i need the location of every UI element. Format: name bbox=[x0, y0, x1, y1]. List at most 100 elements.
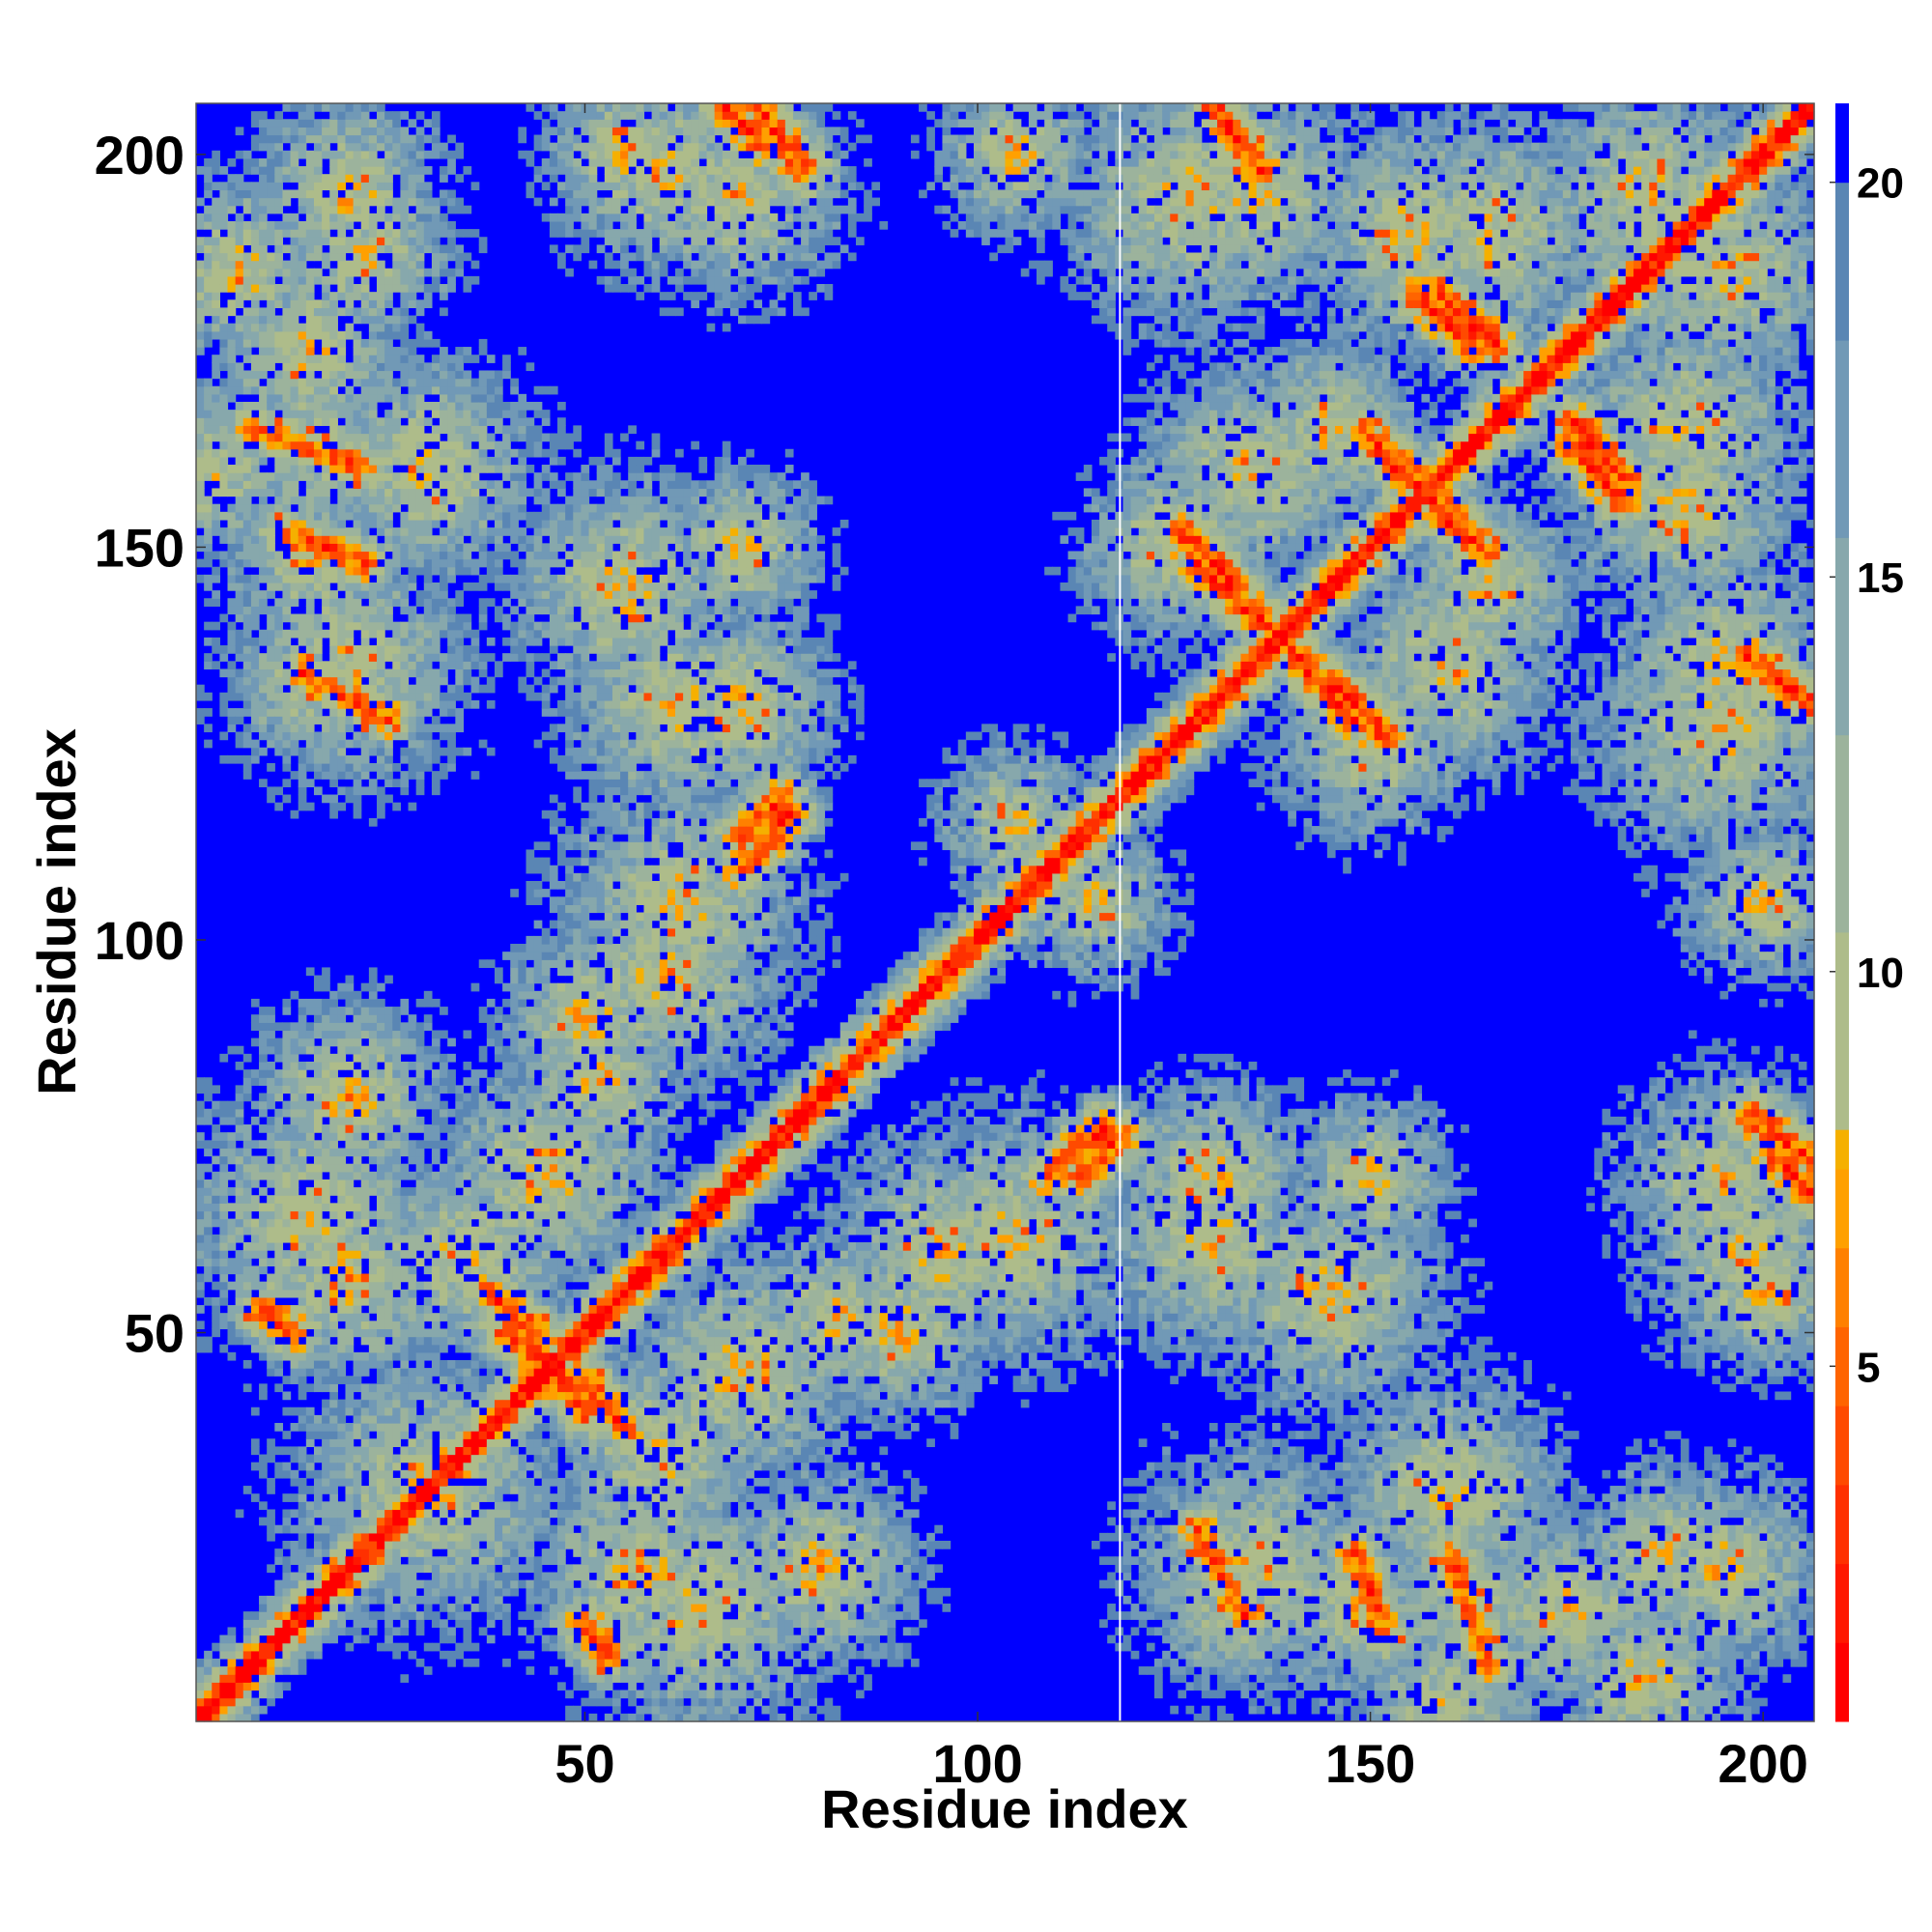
heatmap-cell bbox=[337, 1509, 347, 1519]
heatmap-cell bbox=[377, 699, 385, 709]
heatmap-cell bbox=[267, 629, 275, 639]
heatmap-cell bbox=[298, 220, 307, 230]
heatmap-cell bbox=[227, 1627, 237, 1636]
heatmap-cell bbox=[392, 330, 402, 340]
heatmap-cell bbox=[298, 496, 307, 505]
heatmap-cell bbox=[345, 590, 355, 599]
heatmap-cell bbox=[360, 1634, 370, 1644]
heatmap-cell bbox=[242, 385, 252, 395]
heatmap-cell bbox=[470, 582, 480, 591]
heatmap-cell bbox=[337, 1477, 347, 1487]
heatmap-cell bbox=[290, 1242, 299, 1251]
heatmap-cell bbox=[368, 229, 378, 238]
heatmap-cell bbox=[196, 166, 205, 175]
heatmap-cell bbox=[337, 1148, 347, 1157]
heatmap-cell bbox=[400, 1344, 410, 1353]
heatmap-cell bbox=[267, 606, 275, 615]
heatmap-cell bbox=[290, 1548, 299, 1557]
heatmap-cell bbox=[377, 1587, 385, 1597]
heatmap-cell bbox=[392, 621, 402, 631]
heatmap-cell bbox=[337, 676, 347, 686]
heatmap-cell bbox=[290, 1037, 299, 1047]
heatmap-cell bbox=[400, 1305, 410, 1314]
heatmap-cell bbox=[360, 480, 370, 490]
heatmap-cell bbox=[415, 1548, 425, 1557]
heatmap-cell bbox=[227, 684, 237, 694]
heatmap-cell bbox=[345, 1556, 355, 1565]
heatmap-cell bbox=[274, 1210, 284, 1220]
heatmap-cell bbox=[259, 535, 268, 544]
heatmap-cell bbox=[274, 1313, 284, 1321]
heatmap-cell bbox=[250, 998, 260, 1008]
heatmap-cell bbox=[463, 1289, 472, 1298]
heatmap-cell bbox=[219, 1100, 229, 1110]
heatmap-cell bbox=[337, 1124, 347, 1133]
heatmap-cell bbox=[212, 1124, 220, 1133]
heatmap-cell bbox=[353, 1069, 362, 1078]
heatmap-cell bbox=[242, 1705, 252, 1715]
heatmap-cell bbox=[345, 370, 355, 380]
heatmap-cell bbox=[377, 1486, 385, 1494]
heatmap-cell bbox=[305, 1556, 315, 1565]
heatmap-cell bbox=[290, 315, 299, 325]
heatmap-cell bbox=[196, 268, 205, 277]
heatmap-cell bbox=[368, 362, 378, 372]
heatmap-cell bbox=[305, 558, 315, 568]
heatmap-cell bbox=[368, 566, 378, 576]
heatmap-cell bbox=[392, 355, 402, 363]
heatmap-cell bbox=[329, 237, 338, 245]
heatmap-cell bbox=[384, 1399, 393, 1408]
heatmap-cell bbox=[242, 724, 252, 733]
heatmap-cell bbox=[431, 1344, 440, 1353]
heatmap-cell bbox=[377, 1532, 385, 1542]
heatmap-cell bbox=[478, 1116, 488, 1125]
heatmap-cell bbox=[298, 448, 307, 458]
heatmap-cell bbox=[392, 448, 402, 458]
heatmap-cell bbox=[494, 1477, 503, 1487]
heatmap-cell bbox=[329, 1108, 338, 1118]
heatmap-cell bbox=[415, 566, 425, 576]
heatmap-cell bbox=[259, 1650, 268, 1660]
heatmap-cell bbox=[486, 1258, 496, 1266]
heatmap-cell bbox=[455, 1587, 465, 1597]
heatmap-cell bbox=[212, 315, 220, 325]
heatmap-cell bbox=[305, 779, 315, 787]
heatmap-cell bbox=[250, 574, 260, 583]
heatmap-cell bbox=[384, 1030, 393, 1039]
heatmap-cell bbox=[235, 347, 244, 355]
heatmap-cell bbox=[455, 535, 465, 544]
heatmap-cell bbox=[440, 1423, 448, 1432]
heatmap-cell bbox=[463, 747, 472, 756]
heatmap-cell bbox=[259, 1045, 268, 1055]
heatmap-cell bbox=[384, 558, 393, 568]
heatmap-cell bbox=[431, 1579, 440, 1589]
heatmap-cell bbox=[408, 1140, 417, 1150]
heatmap-cell bbox=[204, 1265, 213, 1275]
heatmap-cell bbox=[250, 166, 260, 175]
heatmap-cell bbox=[313, 213, 323, 222]
heatmap-cell bbox=[415, 385, 425, 395]
heatmap-cell bbox=[400, 237, 410, 245]
heatmap-cell bbox=[463, 1140, 472, 1150]
heatmap-cell bbox=[337, 393, 347, 403]
heatmap-cell bbox=[313, 661, 323, 670]
heatmap-cell bbox=[235, 613, 244, 623]
heatmap-cell bbox=[235, 456, 244, 466]
heatmap-cell bbox=[282, 1572, 292, 1581]
heatmap-cell bbox=[219, 1140, 229, 1150]
heatmap-cell bbox=[212, 1305, 220, 1314]
heatmap-cell bbox=[353, 347, 362, 355]
heatmap-cell bbox=[408, 574, 417, 583]
heatmap-cell bbox=[313, 1548, 323, 1557]
heatmap-cell bbox=[250, 511, 260, 521]
heatmap-cell bbox=[219, 268, 229, 277]
heatmap-cell bbox=[259, 1627, 268, 1636]
heatmap-cell bbox=[267, 574, 275, 583]
heatmap-cell bbox=[400, 1517, 410, 1526]
heatmap-cell bbox=[486, 511, 496, 521]
heatmap-cell bbox=[345, 1218, 355, 1228]
heatmap-cell bbox=[219, 1210, 229, 1220]
heatmap-cell bbox=[274, 645, 284, 654]
heatmap-cell bbox=[219, 1273, 229, 1283]
heatmap-cell bbox=[267, 676, 275, 686]
